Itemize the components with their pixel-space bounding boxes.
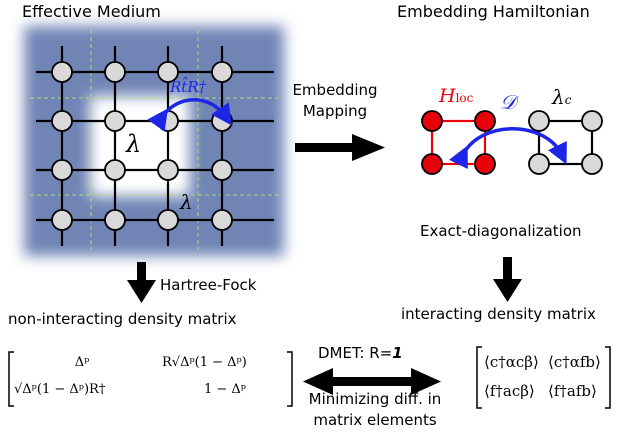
lambda-center: λ [126,130,142,158]
lattice-site [157,159,179,181]
exact-diag-label: Exact-diagonalization [420,222,582,240]
matrix-b12: ⟨c†αfb⟩ [548,353,601,371]
lattice-site [51,61,73,83]
lattice-site [51,209,73,231]
lattice-site [104,159,126,181]
h-loc-label: Hloc [439,85,474,107]
matrix-b21: ⟨f†acβ⟩ [484,382,535,400]
lattice-site [157,110,179,132]
lattice-site [104,61,126,83]
mapping-arrow [295,134,385,161]
lattice-site [157,209,179,231]
hf-down-arrow [127,262,156,303]
matrix-a11: Δᵖ [74,355,90,370]
matrix-a21: √Δᵖ(1 − Δᵖ)R† [14,382,106,397]
lattice-site [157,61,179,83]
bath-site [528,110,550,132]
matrix-a12: R√Δᵖ(1 − Δᵖ) [162,355,247,370]
comparison-double-arrow [303,368,441,395]
lattice-site [104,209,126,231]
matrix-b22: ⟨f†afb⟩ [548,382,597,400]
mapping-label-line1: Embedding [292,81,378,99]
matrix-b11: ⟨c†αcβ⟩ [484,353,539,371]
lattice-site [51,110,73,132]
lattice-site [211,159,233,181]
embedding-hamiltonian-title: Embedding Hamiltonian [397,2,590,21]
impurity-site [474,110,496,132]
hartree-fock-label: Hartree-Fock [160,276,257,294]
impurity-site [421,153,443,175]
hybridization-arrow [448,127,567,170]
bath-site [581,153,603,175]
lattice-site [104,110,126,132]
effective-medium-lattice [24,26,284,256]
hopping-label: Rt̂R† [170,78,207,96]
right-matrix-brackets [476,346,611,409]
impurity-site [474,153,496,175]
minimizing-line2: matrix elements [313,411,437,429]
interacting-label: interacting density matrix [401,305,596,323]
dashed-grid [30,30,280,250]
lattice-site [51,159,73,181]
ed-down-arrow [493,257,522,302]
mapping-label-line2: Mapping [302,102,368,120]
embedding-cluster [421,110,603,175]
lambda-corner: λ [180,190,193,214]
effective-medium-title: Effective Medium [22,2,161,21]
lattice-site [211,61,233,83]
lattice-site [211,209,233,231]
d-label: 𝒟 [500,90,516,114]
bath-site [581,110,603,132]
left-matrix-brackets [8,351,293,407]
dmet-label: DMET: R=1 [318,344,403,362]
minimizing-line1: Minimizing diff. in [308,390,442,408]
matrix-a22: 1 − Δᵖ [203,382,246,397]
hopping-arrow [147,98,233,132]
bath-site [528,153,550,175]
non-interacting-label: non-interacting density matrix [8,310,237,328]
impurity-site [421,110,443,132]
lambda-c-label: λc [552,85,572,109]
